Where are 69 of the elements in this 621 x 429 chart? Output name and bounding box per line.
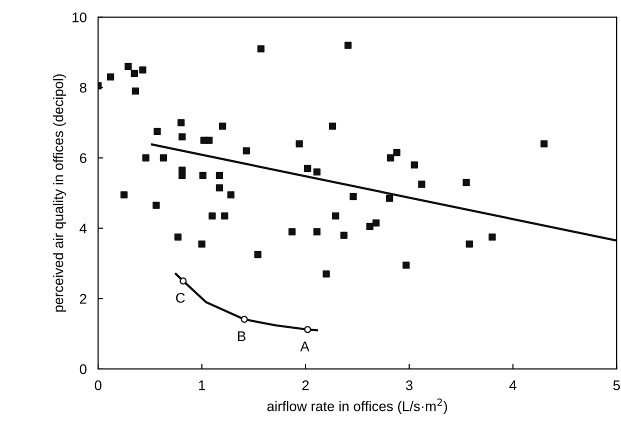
point bbox=[296, 140, 303, 148]
x-tick-label: 2 bbox=[302, 380, 309, 390]
point bbox=[410, 161, 418, 168]
annotation: A bbox=[300, 342, 310, 352]
point bbox=[240, 316, 248, 323]
point bbox=[304, 164, 312, 172]
point bbox=[218, 122, 226, 130]
point bbox=[328, 122, 336, 130]
point bbox=[178, 133, 186, 140]
point bbox=[152, 202, 160, 209]
y-tick-label: 2 bbox=[80, 294, 86, 304]
y-tick-label: 10 bbox=[72, 12, 86, 22]
point bbox=[304, 326, 312, 334]
x-axis-title: airflow rate in offices (L/s·m$^{2}$) bbox=[267, 398, 448, 414]
point bbox=[340, 232, 348, 239]
x-tick-label: 5 bbox=[613, 380, 620, 390]
point bbox=[139, 66, 146, 74]
point bbox=[540, 140, 548, 148]
point bbox=[227, 191, 234, 198]
point bbox=[344, 42, 352, 49]
point bbox=[208, 212, 216, 220]
point bbox=[257, 45, 265, 52]
point bbox=[132, 87, 140, 95]
point bbox=[350, 192, 357, 200]
point bbox=[206, 136, 213, 144]
x-tick-label: 0 bbox=[94, 380, 102, 390]
point bbox=[178, 119, 185, 126]
point bbox=[393, 149, 400, 156]
point bbox=[178, 172, 186, 180]
point bbox=[154, 128, 161, 136]
point bbox=[462, 178, 470, 186]
y-axis-title: perceived air quality in offices (decipol) bbox=[53, 74, 66, 312]
point bbox=[124, 62, 132, 70]
point bbox=[386, 194, 394, 202]
point bbox=[106, 73, 114, 81]
y-tick-label: 4 bbox=[80, 224, 87, 234]
y-tick-label: 6 bbox=[80, 153, 86, 164]
point bbox=[198, 240, 206, 248]
point bbox=[216, 172, 224, 180]
point bbox=[199, 172, 206, 180]
x-tick-label: 4 bbox=[509, 380, 516, 390]
point bbox=[313, 228, 321, 236]
y-tick-label: 8 bbox=[80, 82, 86, 93]
point bbox=[387, 154, 394, 162]
point bbox=[254, 251, 262, 258]
point bbox=[120, 191, 128, 198]
annotation: C bbox=[176, 292, 185, 303]
point bbox=[418, 180, 426, 188]
point bbox=[160, 154, 168, 162]
annotation: B bbox=[238, 331, 246, 341]
point bbox=[402, 262, 410, 269]
point bbox=[322, 270, 330, 278]
point bbox=[288, 228, 296, 236]
x-tick-label: 3 bbox=[406, 380, 412, 390]
point bbox=[372, 219, 380, 227]
point bbox=[488, 233, 496, 241]
point bbox=[313, 168, 321, 176]
point bbox=[180, 277, 187, 285]
point bbox=[174, 233, 182, 241]
point bbox=[366, 222, 374, 230]
y-tick-label: 0 bbox=[80, 364, 86, 374]
point bbox=[466, 240, 473, 248]
point bbox=[130, 70, 138, 78]
point bbox=[242, 147, 250, 154]
point bbox=[221, 212, 228, 220]
point bbox=[142, 154, 150, 162]
point bbox=[216, 184, 224, 192]
point bbox=[332, 212, 340, 220]
x-tick-label: 1 bbox=[199, 380, 206, 390]
